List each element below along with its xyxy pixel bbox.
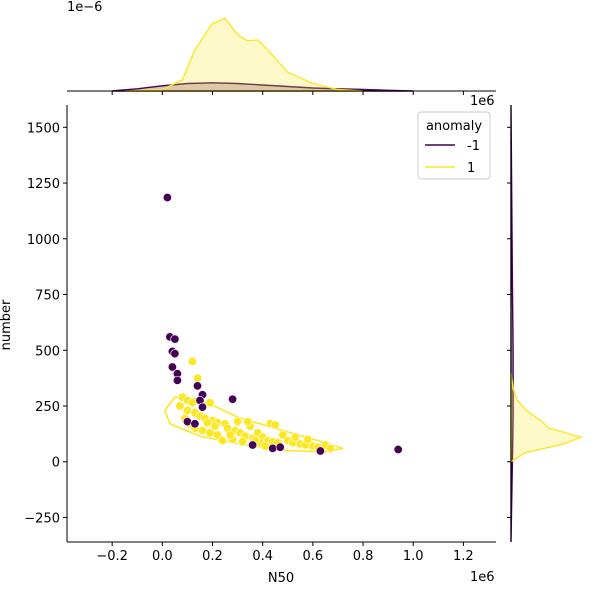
legend: anomaly -1 1: [417, 111, 491, 180]
scatter-point-anomaly: [190, 419, 200, 429]
x-tick-label: 0.0: [152, 549, 173, 564]
scatter-point-anomaly: [275, 442, 285, 452]
y-tick-label: 250: [35, 400, 60, 415]
y-axis-label: number: [0, 299, 14, 350]
axes: −0.2 0.0 0.2 0.4 0.6 0.8 1.0 1.2 −250 0 250 500 750 1…: [24, 90, 512, 564]
scatter-point-normal: [205, 398, 215, 408]
scatter-point-normal: [203, 418, 213, 428]
scatter-point-anomaly: [315, 446, 325, 456]
scatter-point-normal: [213, 430, 223, 440]
scatter-point-anomaly: [248, 440, 258, 450]
scatter-point-anomaly: [393, 444, 403, 454]
x-tick-label: 1.2: [453, 549, 474, 564]
right-density-normal: [510, 372, 584, 463]
scatter-point-anomaly: [162, 193, 172, 203]
scatter-point-normal: [325, 443, 335, 453]
right-marginal-plot: [510, 104, 584, 543]
scatter-point-normal: [290, 432, 300, 442]
y-tick-label: 750: [35, 289, 60, 304]
scatter-point-normal: [175, 401, 185, 411]
scatter-point-anomaly: [167, 362, 177, 372]
y-tick-label: 1250: [27, 177, 60, 192]
scatter-point-anomaly: [193, 381, 203, 391]
y-tick-label: 500: [35, 344, 60, 359]
y-tick-label: 0: [52, 456, 60, 471]
scatter-point-normal: [187, 398, 197, 408]
scatter-point-normal: [225, 430, 235, 440]
legend-label-neg1: -1: [467, 139, 480, 154]
scatter-point-normal: [238, 437, 248, 447]
scatter-point-anomaly: [172, 375, 182, 385]
scatter-point-normal: [303, 434, 313, 444]
x-tick-label: 0.8: [353, 549, 374, 564]
top-density-normal: [124, 17, 364, 92]
y-tick-label: 1500: [27, 121, 60, 136]
main-scatter-plot: [162, 193, 403, 456]
scatter-point-normal: [210, 421, 220, 431]
scatter-point-anomaly: [170, 334, 180, 344]
x-axis-label: N50: [268, 571, 294, 586]
x-tick-label: 1.0: [403, 549, 424, 564]
legend-title: anomaly: [426, 119, 482, 134]
scatter-point-anomaly: [182, 417, 192, 427]
x-tick-label: 0.6: [303, 549, 324, 564]
scatter-point-normal: [193, 373, 203, 383]
top-offset-label: 1e−6: [67, 0, 102, 15]
scatter-point-anomaly: [268, 443, 278, 453]
scatter-point-normal: [278, 430, 288, 440]
scatter-point-normal: [198, 425, 208, 435]
scatter-point-normal: [218, 436, 228, 446]
legend-label-1: 1: [467, 161, 475, 176]
scatter-point-normal: [182, 405, 192, 415]
x-tick-label: 0.2: [202, 549, 223, 564]
y-tick-label: −250: [24, 511, 60, 526]
scatter-point-anomaly: [170, 349, 180, 359]
scatter-point-normal: [270, 420, 280, 430]
scatter-point-anomaly: [198, 402, 208, 412]
y-tick-label: 1000: [27, 233, 60, 248]
top-marginal-plot: [112, 17, 414, 92]
scatter-point-normal: [243, 417, 253, 427]
scatter-point-normal: [233, 417, 243, 427]
x-tick-label: −0.2: [96, 549, 128, 564]
right-offset-label: 1e6: [470, 94, 495, 109]
scatter-point-normal: [187, 356, 197, 366]
scatter-point-normal: [260, 441, 270, 451]
x-tick-label: 0.4: [252, 549, 273, 564]
x-offset-label: 1e6: [470, 570, 495, 585]
scatter-point-anomaly: [228, 394, 238, 404]
